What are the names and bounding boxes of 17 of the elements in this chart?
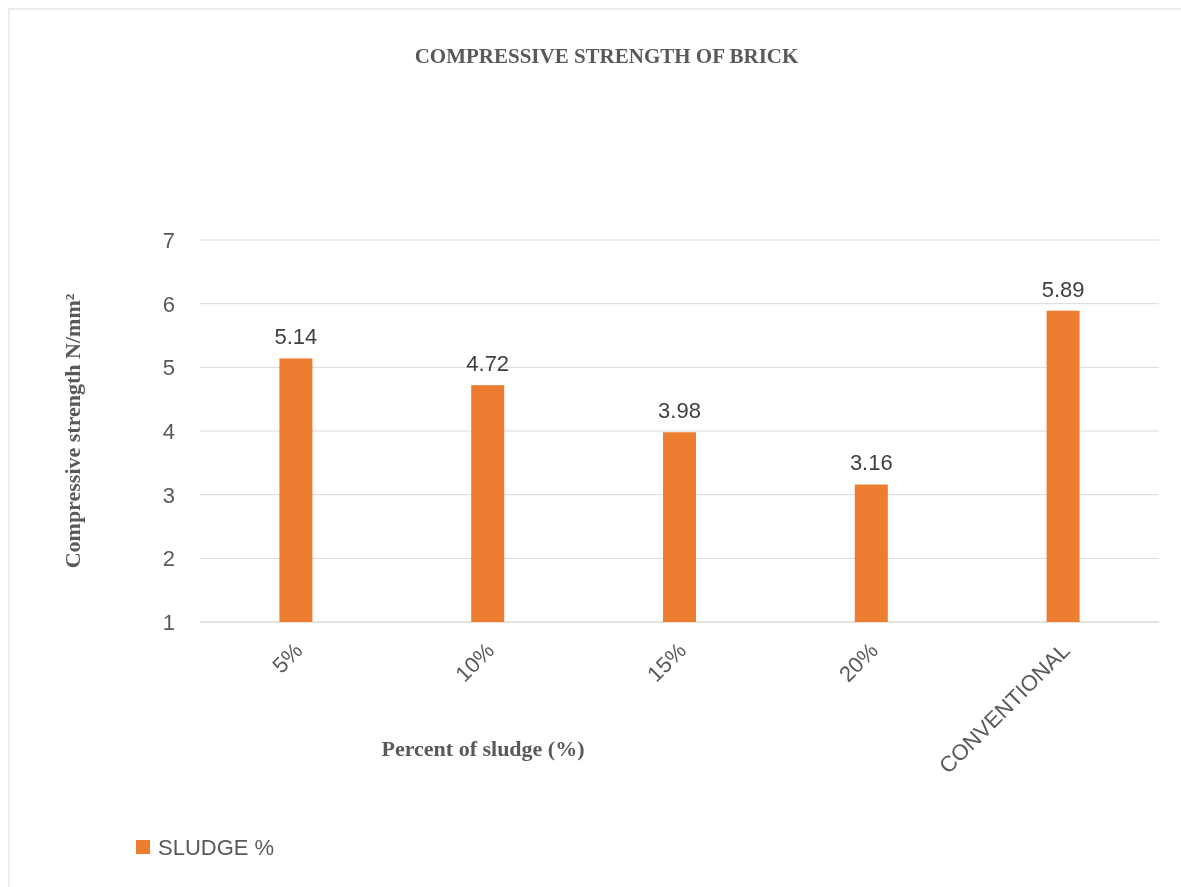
x-axis-title: Percent of sludge (%) — [381, 736, 585, 761]
y-tick-label: 4 — [162, 419, 175, 444]
y-tick-label: 5 — [162, 355, 175, 381]
y-axis-title: Compressive strength N/mm² — [60, 293, 85, 569]
y-tick-label: 7 — [162, 228, 175, 253]
data-label: 3.16 — [849, 450, 893, 476]
data-label: 5.14 — [274, 324, 318, 350]
legend-label: SLUDGE % — [158, 835, 275, 860]
y-tick-label: 2 — [162, 546, 175, 572]
y-tick-label: 6 — [162, 291, 175, 317]
data-label: 3.98 — [658, 398, 701, 424]
y-tick-label: 1 — [162, 610, 175, 635]
chart-title: COMPRESSIVE STRENGTH OF BRICK — [414, 44, 800, 68]
data-label: 5.89 — [1041, 276, 1085, 302]
data-label: 4.72 — [466, 351, 510, 377]
y-tick-label: 3 — [162, 482, 175, 508]
x-tick-label: 5% — [267, 637, 308, 679]
